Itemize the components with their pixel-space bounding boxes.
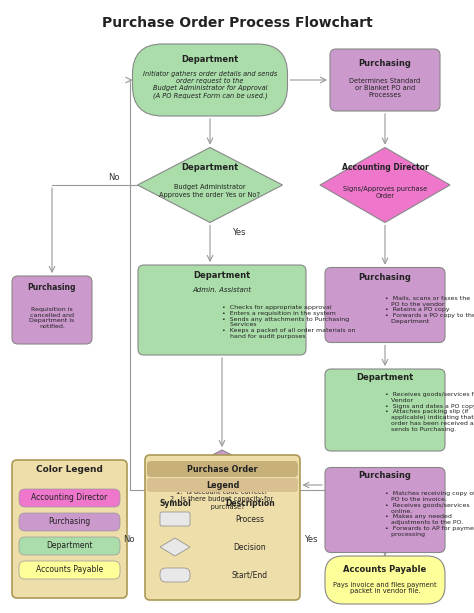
Text: Purchase Order Process Flowchart: Purchase Order Process Flowchart xyxy=(101,16,373,30)
Text: Accounting Director: Accounting Director xyxy=(342,164,428,172)
Text: Signs/Approves purchase
Order: Signs/Approves purchase Order xyxy=(343,186,427,199)
Text: Legend: Legend xyxy=(206,481,239,490)
FancyBboxPatch shape xyxy=(145,455,300,600)
FancyBboxPatch shape xyxy=(147,461,298,477)
Text: •  Matches receiving copy of
   PO to the invoice.
•  Receives goods/services
  : • Matches receiving copy of PO to the in… xyxy=(385,491,474,537)
Text: Budget Administrator
Approves the order Yes or No?: Budget Administrator Approves the order … xyxy=(159,185,261,197)
Text: •  Mails, scans or faxes the
   PO to the vendor
•  Retains a PO copy
•  Forward: • Mails, scans or faxes the PO to the ve… xyxy=(385,296,474,324)
Text: Purchase Order: Purchase Order xyxy=(187,465,258,473)
Text: Description: Description xyxy=(225,498,275,508)
Polygon shape xyxy=(137,148,283,223)
Text: Requisition is
cancelled and
Department is
notified.: Requisition is cancelled and Department … xyxy=(29,306,74,329)
FancyBboxPatch shape xyxy=(19,489,120,507)
Text: Department: Department xyxy=(182,164,238,172)
FancyBboxPatch shape xyxy=(330,49,440,111)
Text: Pays invoice and files payment
packet in vendor file.: Pays invoice and files payment packet in… xyxy=(333,582,437,595)
FancyBboxPatch shape xyxy=(133,44,288,116)
Text: Admin. Assistant: Admin. Assistant xyxy=(192,287,252,293)
FancyBboxPatch shape xyxy=(12,276,92,344)
FancyBboxPatch shape xyxy=(19,561,120,579)
Text: Purchasing: Purchasing xyxy=(358,59,411,69)
FancyBboxPatch shape xyxy=(325,369,445,451)
Text: Purchasing: Purchasing xyxy=(48,517,91,527)
Text: Accounts Payable: Accounts Payable xyxy=(36,566,103,574)
Text: Department: Department xyxy=(46,541,93,550)
Text: Yes: Yes xyxy=(304,536,318,544)
Text: Color Legend: Color Legend xyxy=(36,465,103,474)
Text: No: No xyxy=(123,536,135,544)
Text: Department: Department xyxy=(356,373,414,383)
FancyBboxPatch shape xyxy=(19,537,120,555)
Polygon shape xyxy=(320,148,450,223)
FancyBboxPatch shape xyxy=(147,478,298,492)
FancyBboxPatch shape xyxy=(325,556,445,604)
Polygon shape xyxy=(145,450,300,530)
Text: Purchasing: Purchasing xyxy=(358,471,411,479)
Text: Accounts Payable: Accounts Payable xyxy=(343,566,427,574)
Text: Initiator gathers order details and sends
order request to the
Budget Administra: Initiator gathers order details and send… xyxy=(143,71,277,99)
FancyBboxPatch shape xyxy=(325,267,445,343)
FancyBboxPatch shape xyxy=(325,468,445,552)
Text: No: No xyxy=(108,172,119,181)
Text: Department: Department xyxy=(182,56,238,64)
FancyBboxPatch shape xyxy=(160,568,190,582)
Text: Purchasing: Purchasing xyxy=(358,273,411,283)
Text: Runs a Batch Report
1.  Is account code correct?
2.  Is there budget capacity fo: Runs a Batch Report 1. Is account code c… xyxy=(170,482,273,509)
FancyBboxPatch shape xyxy=(138,265,306,355)
Text: Yes: Yes xyxy=(232,228,246,237)
Text: Start/End: Start/End xyxy=(232,571,268,579)
Text: Decision: Decision xyxy=(234,543,266,552)
FancyBboxPatch shape xyxy=(12,460,127,598)
Text: Accounting Director: Accounting Director xyxy=(31,493,108,503)
Text: Purchasing: Purchasing xyxy=(196,465,248,474)
FancyBboxPatch shape xyxy=(19,513,120,531)
Text: Symbol: Symbol xyxy=(159,498,191,508)
Text: Department: Department xyxy=(193,272,251,281)
FancyBboxPatch shape xyxy=(160,512,190,526)
Text: •  Receives goods/services from
   Vendor
•  Signs and dates a PO copy
•  Attach: • Receives goods/services from Vendor • … xyxy=(385,392,474,432)
Text: Determines Standard
or Blanket PO and
Processes: Determines Standard or Blanket PO and Pr… xyxy=(349,78,420,98)
Text: •  Checks for appropriate approval
•  Enters a requisition in the system
•  Send: • Checks for appropriate approval • Ente… xyxy=(222,305,356,339)
Polygon shape xyxy=(160,538,190,556)
Text: Purchasing: Purchasing xyxy=(28,283,76,292)
Text: Process: Process xyxy=(236,514,264,524)
